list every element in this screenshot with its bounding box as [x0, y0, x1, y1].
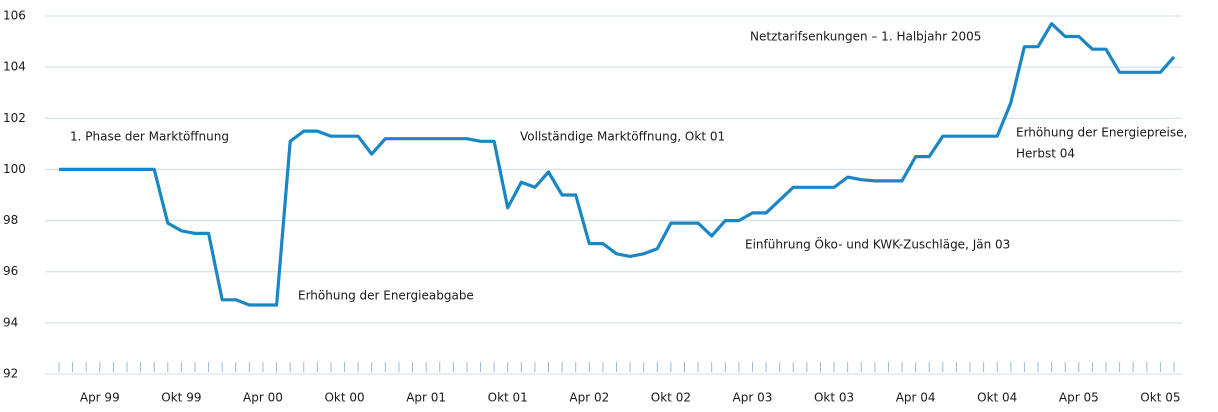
x-tick-label: Okt 04 — [977, 391, 1017, 405]
y-tick-label: 94 — [3, 315, 18, 329]
x-tick-label: Apr 99 — [80, 391, 120, 405]
data-line — [59, 22, 1176, 307]
x-tick-label: Okt 02 — [651, 391, 691, 405]
x-tick-label: Okt 00 — [324, 391, 364, 405]
x-tick-label: Apr 00 — [243, 391, 283, 405]
annotation: Vollständige Marktöffnung, Okt 01 — [520, 130, 725, 144]
annotation: Herbst 04 — [1016, 147, 1075, 161]
x-tick-label: Apr 02 — [569, 391, 609, 405]
y-tick-label: 104 — [3, 60, 26, 74]
x-tick-label: Apr 05 — [1059, 391, 1099, 405]
y-tick-label: 102 — [3, 111, 26, 125]
x-tick-label: Okt 01 — [488, 391, 528, 405]
annotation: Erhöhung der Energieabgabe — [298, 289, 474, 303]
y-tick-label: 96 — [3, 264, 18, 278]
annotation: 1. Phase der Marktöffnung — [70, 130, 229, 144]
x-tick-label: Okt 05 — [1140, 391, 1180, 405]
x-tick-label: Okt 99 — [161, 391, 201, 405]
x-tick-label: Apr 01 — [406, 391, 446, 405]
x-tick-label: Apr 03 — [733, 391, 773, 405]
x-tick-label: Apr 04 — [896, 391, 936, 405]
y-tick-label: 106 — [3, 9, 26, 23]
y-tick-label: 92 — [3, 367, 18, 381]
annotation: Erhöhung der Energiepreise, — [1016, 126, 1187, 140]
y-tick-label: 98 — [3, 213, 18, 227]
annotation: Netztarifsenkungen – 1. Halbjahr 2005 — [750, 30, 981, 44]
x-tick-label: Okt 03 — [814, 391, 854, 405]
y-tick-label: 100 — [3, 162, 26, 176]
annotation: Einführung Öko- und KWK-Zuschläge, Jän 0… — [745, 236, 1010, 252]
